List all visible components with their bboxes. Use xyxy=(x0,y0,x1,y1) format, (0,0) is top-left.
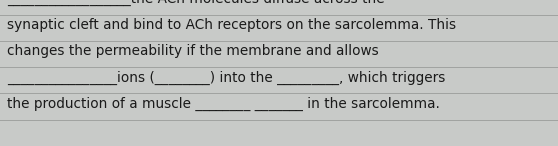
Text: the production of a muscle ________ _______ in the sarcolemma.: the production of a muscle ________ ____… xyxy=(7,97,440,111)
Text: __________________the ACh molecules diffuse across the: __________________the ACh molecules diff… xyxy=(7,0,384,6)
Text: changes the permeability if the membrane and allows: changes the permeability if the membrane… xyxy=(7,44,378,58)
Text: ________________ions (________) into the _________, which triggers: ________________ions (________) into the… xyxy=(7,71,445,85)
Text: synaptic cleft and bind to ACh receptors on the sarcolemma. This: synaptic cleft and bind to ACh receptors… xyxy=(7,18,456,32)
